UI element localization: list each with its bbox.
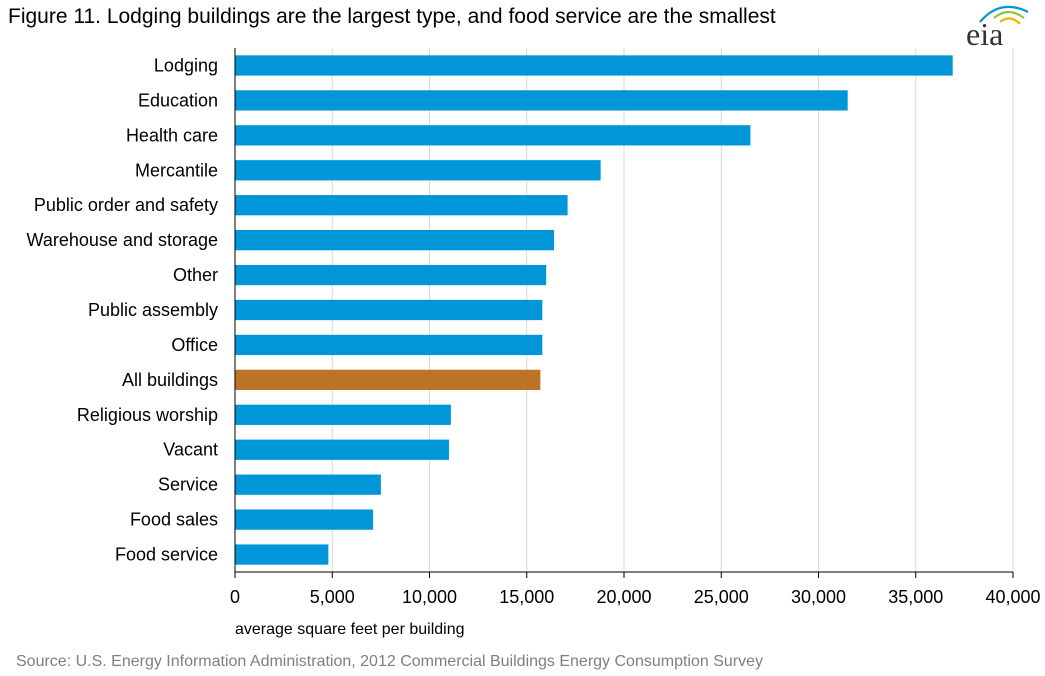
eia-logo-arc-blue xyxy=(979,5,1029,23)
category-label-public-assembly: Public assembly xyxy=(88,300,218,320)
x-tick-label: 5,000 xyxy=(310,587,355,607)
bar-office xyxy=(235,334,543,356)
category-label-warehouse-and-storage: Warehouse and storage xyxy=(27,230,218,250)
x-tick-label: 35,000 xyxy=(888,587,943,607)
source-note: Source: U.S. Energy Information Administ… xyxy=(16,653,764,670)
bar-food-service xyxy=(235,544,329,565)
category-label-all-buildings: All buildings xyxy=(122,370,218,390)
bar-public-order-and-safety xyxy=(235,195,568,216)
category-label-health-care: Health care xyxy=(126,125,218,145)
x-axis-title: average square feet per building xyxy=(235,621,465,638)
x-tick-label: 30,000 xyxy=(791,587,846,607)
bar-service xyxy=(235,474,381,495)
category-label-other: Other xyxy=(173,265,218,285)
bar-religious-worship xyxy=(235,404,451,425)
category-label-religious-worship: Religious worship xyxy=(77,405,218,425)
x-tick-label: 25,000 xyxy=(694,587,749,607)
category-label-office: Office xyxy=(171,335,218,355)
category-label-vacant: Vacant xyxy=(163,440,218,460)
chart-title: Figure 11. Lodging buildings are the lar… xyxy=(8,5,776,28)
bar-food-sales xyxy=(235,509,374,530)
x-tick-label: 10,000 xyxy=(402,587,457,607)
bar-all-buildings xyxy=(235,369,541,390)
category-label-food-sales: Food sales xyxy=(130,510,218,530)
bar-mercantile xyxy=(235,160,601,181)
x-tick-labels: 0 5,000 10,000 15,000 20,000 25,000 30,000 35,0… xyxy=(230,587,1041,607)
eia-logo-text: eia xyxy=(966,16,1003,50)
category-labels: Lodging Education Health care Mercantile Pub… xyxy=(27,55,218,564)
eia-logo-arc-green xyxy=(993,10,1025,19)
bar-vacant xyxy=(235,439,449,460)
category-label-education: Education xyxy=(138,90,218,110)
category-label-public-order-and-safety: Public order and safety xyxy=(34,195,218,215)
bar-lodging xyxy=(235,55,953,76)
x-tick-label: 0 xyxy=(230,587,240,607)
category-label-mercantile: Mercantile xyxy=(135,160,218,180)
x-tick-label: 40,000 xyxy=(985,587,1040,607)
x-tick-label: 20,000 xyxy=(596,587,651,607)
bars xyxy=(235,55,953,565)
bar-warehouse-and-storage xyxy=(235,230,554,251)
eia-logo-arc-yellow xyxy=(999,17,1021,25)
x-axis xyxy=(234,48,1014,578)
x-tick-label: 15,000 xyxy=(499,587,554,607)
bar-education xyxy=(235,90,848,111)
bar-public-assembly xyxy=(235,299,543,321)
eia-logo: eia xyxy=(966,5,1029,50)
category-label-service: Service xyxy=(158,475,218,495)
category-label-food-service: Food service xyxy=(115,545,218,565)
bar-health-care xyxy=(235,125,751,146)
category-label-lodging: Lodging xyxy=(154,55,218,75)
bar-other xyxy=(235,264,547,286)
